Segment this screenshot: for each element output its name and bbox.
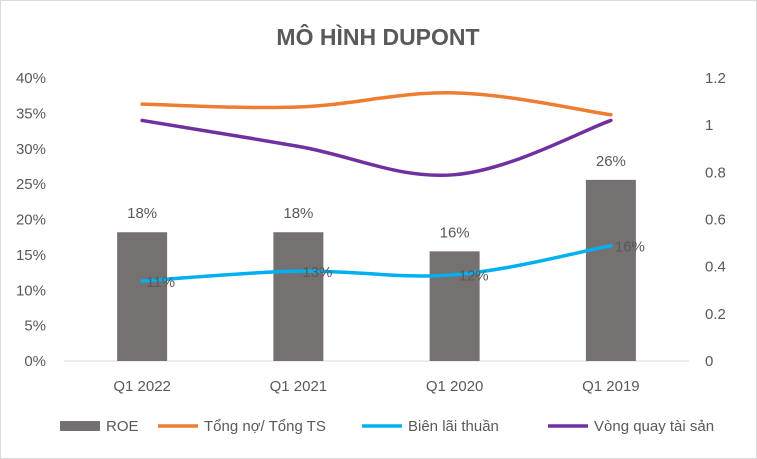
left-axis: 0% 5% 10% 15% 20% 25% 30% 35% 40% [16, 70, 46, 370]
line-vong-quay-tai-san [140, 118, 613, 178]
margin-data-label: 12% [459, 268, 489, 285]
roe-data-label: 26% [596, 153, 626, 170]
y-left-tick-label: 25% [16, 176, 46, 193]
right-axis: 0 0.2 0.4 0.6 0.8 1 1.2 [705, 70, 726, 370]
roe-data-label: 18% [283, 205, 313, 222]
margin-data-label: 11% [146, 274, 175, 291]
y-right-tick-label: 0.8 [705, 164, 726, 181]
y-left-tick-label: 40% [16, 70, 46, 87]
y-right-tick-label: 0 [705, 353, 713, 370]
roe-bar [117, 232, 168, 361]
y-left-tick-label: 10% [16, 282, 46, 299]
roe-data-label: 16% [440, 224, 470, 241]
y-right-tick-label: 0.2 [705, 306, 726, 323]
data-labels: 18% 18% 16% 26% 11% 13% 12% 16% [127, 153, 645, 291]
chart-title: MÔ HÌNH DUPONT [276, 23, 479, 50]
y-left-tick-label: 5% [24, 318, 46, 335]
roe-data-label: 18% [127, 205, 157, 222]
y-left-tick-label: 20% [16, 212, 46, 229]
line-bien-lai-thuan [140, 243, 613, 283]
y-right-tick-label: 1.2 [705, 70, 726, 87]
legend-swatch-roe [60, 421, 100, 431]
y-left-tick-label: 15% [16, 247, 46, 264]
x-tick-label: Q1 2020 [426, 378, 484, 395]
y-left-tick-label: 35% [16, 105, 46, 122]
y-right-tick-label: 0.6 [705, 212, 726, 229]
legend-label: ROE [106, 418, 139, 435]
margin-data-label: 16% [615, 239, 645, 256]
roe-bar [585, 179, 636, 361]
legend: ROE Tổng nợ/ Tổng TS Biên lãi thuần Vòng qu… [60, 418, 714, 435]
line-tong-no-tong-ts [140, 91, 613, 117]
y-left-tick-label: 30% [16, 141, 46, 158]
roe-bar [273, 232, 324, 361]
x-tick-label: Q1 2019 [582, 378, 640, 395]
roe-bars [117, 179, 636, 361]
line-series [140, 91, 613, 283]
legend-label: Tổng nợ/ Tổng TS [204, 418, 326, 435]
x-tick-label: Q1 2022 [113, 378, 171, 395]
margin-data-label: 13% [302, 264, 332, 281]
x-axis-ticks: Q1 2022 Q1 2021 Q1 2020 Q1 2019 [113, 378, 639, 395]
y-left-tick-label: 0% [24, 353, 46, 370]
legend-label: Biên lãi thuần [408, 418, 499, 435]
x-tick-label: Q1 2021 [270, 378, 328, 395]
roe-bar [429, 251, 480, 361]
y-right-tick-label: 1 [705, 117, 713, 134]
legend-label: Vòng quay tài sản [594, 418, 714, 435]
y-right-tick-label: 0.4 [705, 259, 726, 276]
